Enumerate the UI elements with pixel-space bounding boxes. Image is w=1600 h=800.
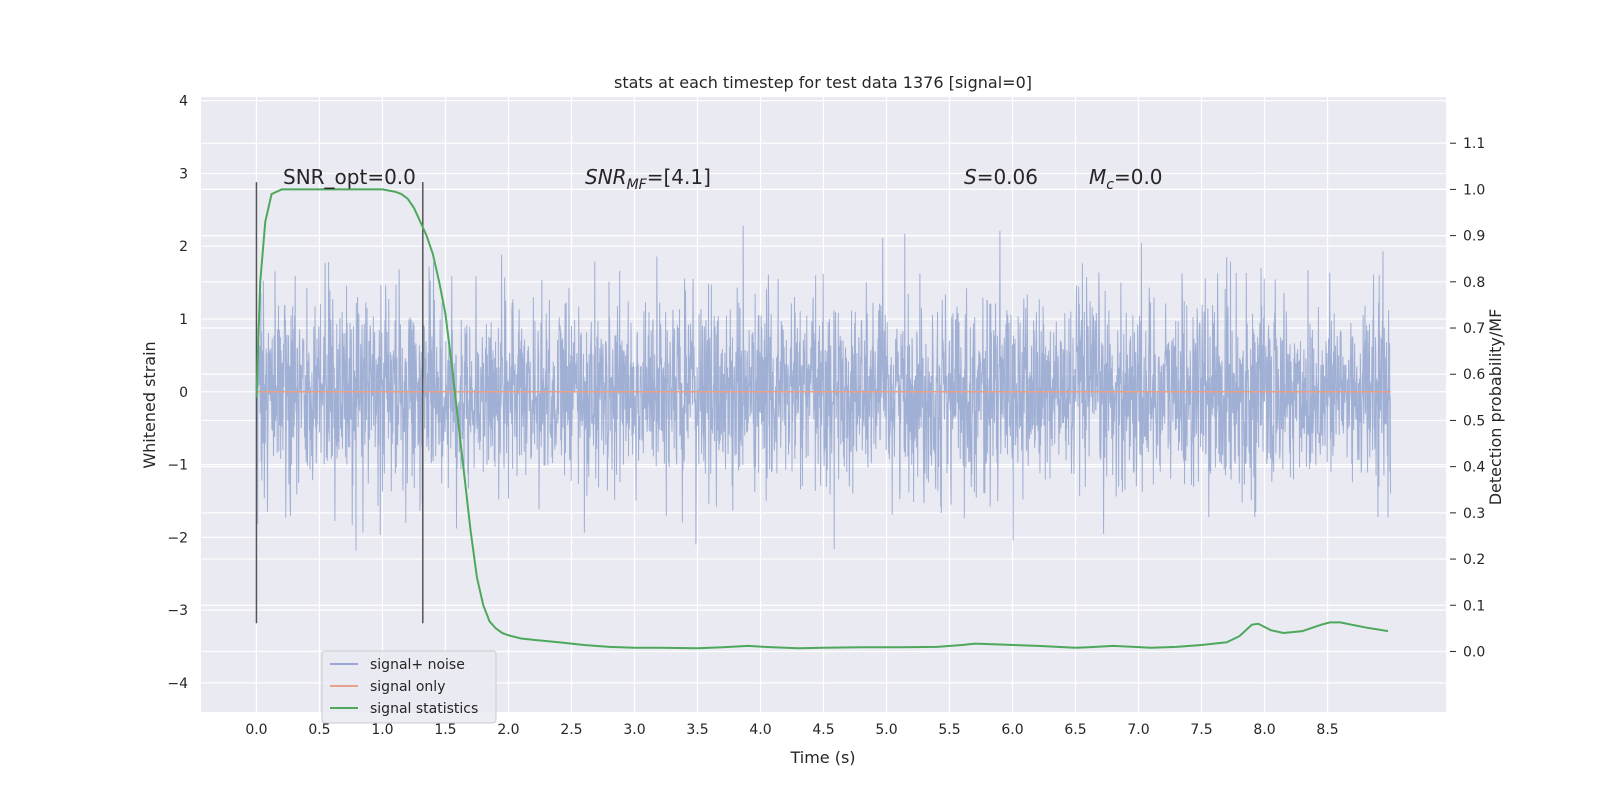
legend-box (321, 650, 497, 724)
y-tick-label: 3 (179, 166, 188, 182)
x-tick-label: 0.5 (308, 722, 330, 738)
x-tick-label: 3.5 (686, 722, 708, 738)
x-tick-label: 2.5 (560, 722, 582, 738)
y2-tick-label: 0.8 (1463, 275, 1485, 291)
x-tick-label: 3.0 (623, 722, 645, 738)
y-tick-label: 0 (179, 385, 188, 401)
y2-tick-label: 1.1 (1463, 136, 1485, 152)
legend-label-signal-statistics: signal statistics (370, 701, 478, 717)
y-tick-labels: 4 3 2 1 0 −1 −2 −3 −4 (167, 94, 188, 692)
x-tick-labels: 0.0 0.5 1.0 1.5 2.0 2.5 3.0 3.5 4.0 4.5 5.0 5.5 6.0 6… (245, 722, 1338, 738)
y2-tick-label: 0.2 (1463, 552, 1485, 568)
x-tick-label: 4.5 (812, 722, 834, 738)
y2-tick-label: 0.0 (1463, 644, 1485, 660)
x-tick-label: 6.0 (1001, 722, 1023, 738)
y-tick-label: −4 (167, 676, 188, 692)
annotation-s: S=0.06 (964, 165, 1038, 189)
x-tick-label: 6.5 (1064, 722, 1086, 738)
y-tick-label: −2 (167, 530, 188, 546)
x-tick-label: 5.0 (875, 722, 897, 738)
y2-tick-label: 0.7 (1463, 321, 1485, 337)
y2-tick-label: 0.4 (1463, 460, 1485, 476)
noise-trace (255, 225, 1392, 551)
annotation-mc: Mc=0.0 (1089, 165, 1163, 193)
series-signal-plus-noise (255, 225, 1392, 551)
annotation-snr-mf: SNRMF=[4.1] (585, 165, 711, 193)
y2-tick-label: 0.1 (1463, 598, 1485, 614)
legend-label-signal-plus-noise: signal+ noise (370, 657, 465, 673)
x-tick-label: 7.5 (1190, 722, 1212, 738)
y2-tick-label: 0.3 (1463, 506, 1485, 522)
chart-title: stats at each timestep for test data 137… (614, 73, 1032, 92)
x-tick-label: 1.5 (434, 722, 456, 738)
y-axis-label: Whitened strain (140, 341, 159, 468)
y2-tick-label: 0.5 (1463, 413, 1485, 429)
x-tick-label: 4.0 (749, 722, 771, 738)
x-axis-label: Time (s) (789, 748, 855, 767)
x-tick-label: 7.0 (1127, 722, 1149, 738)
legend-label-signal-only: signal only (370, 679, 445, 695)
series-signal-statistics (255, 188, 1389, 650)
y2-tick-label: 0.6 (1463, 367, 1485, 383)
y-tick-label: −3 (167, 603, 188, 619)
y2-axis-label: Detection probability/MF (1486, 309, 1505, 506)
x-tick-label: 5.5 (938, 722, 960, 738)
y-tick-label: 1 (179, 312, 188, 328)
x-tick-label: 2.0 (497, 722, 519, 738)
y2-tick-label: 0.9 (1463, 229, 1485, 245)
x-tick-label: 8.0 (1253, 722, 1275, 738)
y2-tick-labels: 1.1 1.0 0.9 0.8 0.7 0.6 0.5 0.4 0.3 0.2 0.1 0.0 (1450, 136, 1485, 660)
x-tick-label: 0.0 (245, 722, 267, 738)
legend: signal+ noise signal only signal statist… (321, 650, 497, 724)
y-tick-label: −1 (167, 458, 188, 474)
x-tick-label: 8.5 (1316, 722, 1338, 738)
annotation-snr-opt: SNR_opt=0.0 (283, 165, 416, 189)
x-tick-label: 1.0 (371, 722, 393, 738)
window-markers (255, 182, 424, 624)
y2-tick-label: 1.0 (1463, 182, 1485, 198)
y-tick-label: 4 (179, 94, 188, 110)
y-tick-label: 2 (179, 239, 188, 255)
